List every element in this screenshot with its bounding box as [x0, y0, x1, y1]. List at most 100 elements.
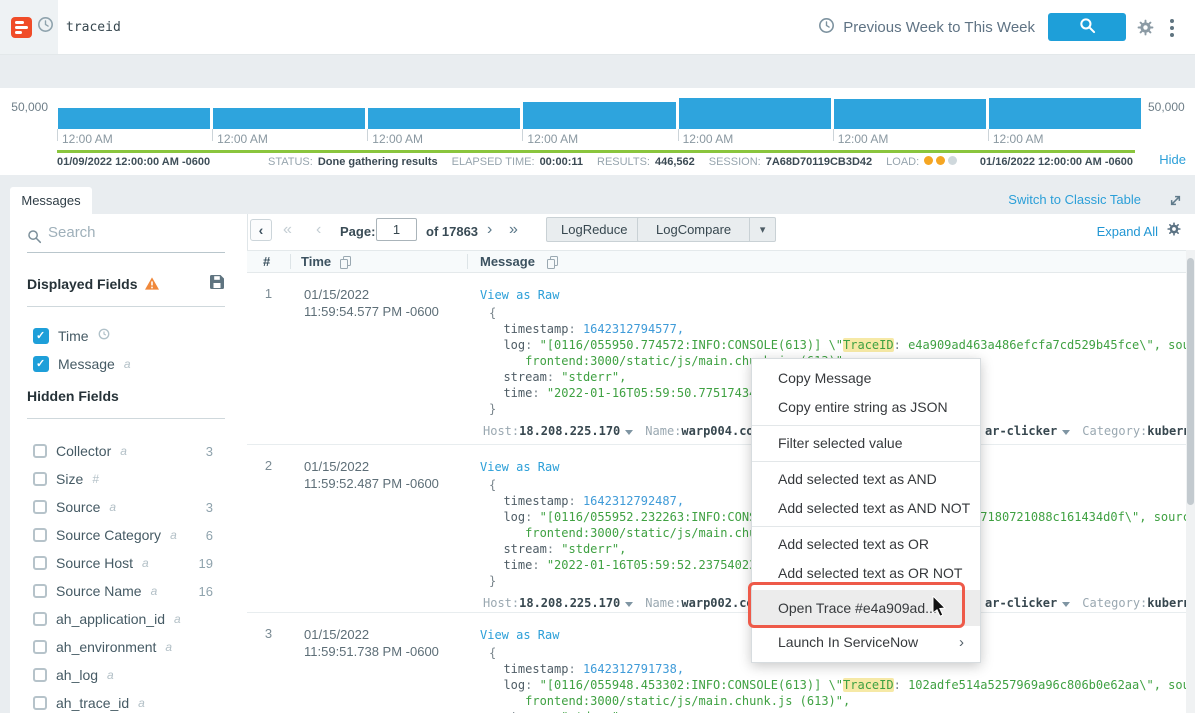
view-as-raw-link[interactable]: View as Raw	[480, 288, 560, 302]
field-checkbox[interactable]	[33, 612, 47, 626]
settings-gear-icon[interactable]	[1136, 18, 1155, 42]
row-timestamp: 01/15/2022 11:59:54.577 PM -0600	[304, 287, 439, 319]
hidden-field-ah-environment[interactable]: ah_environment a	[10, 633, 247, 661]
histogram-bar-slot[interactable]: 12:00 AM	[987, 88, 1143, 146]
column-header-time[interactable]: Time	[301, 254, 332, 269]
name-dropdown-caret-icon[interactable]	[1062, 430, 1071, 435]
logreduce-button[interactable]: LogReduce	[546, 217, 643, 242]
more-options-kebab-icon[interactable]	[1170, 19, 1174, 40]
field-checkbox[interactable]	[33, 472, 47, 486]
field-checkbox[interactable]	[33, 500, 47, 514]
log-row-1[interactable]: 1 01/15/2022 11:59:54.577 PM -0600 View a…	[247, 273, 1186, 445]
field-checkbox[interactable]	[33, 668, 47, 682]
next-page-button[interactable]: ›	[487, 221, 493, 238]
hidden-field-source[interactable]: Source a 3	[10, 493, 247, 521]
copy-time-column-icon[interactable]	[340, 256, 351, 272]
histogram-bar[interactable]	[523, 102, 676, 129]
row-message: View as Raw { timestamp: 1642312794577, …	[467, 286, 1186, 444]
hide-histogram-link[interactable]: Hide	[1159, 152, 1186, 167]
load-indicator	[924, 156, 960, 168]
last-page-button[interactable]: »	[509, 221, 518, 238]
view-as-raw-link[interactable]: View as Raw	[480, 628, 560, 642]
save-fields-icon[interactable]	[210, 275, 224, 294]
menu-item-add-or-not[interactable]: Add selected text as OR NOT	[778, 565, 963, 581]
previous-page-button[interactable]: ‹	[316, 221, 322, 238]
column-header-num[interactable]: #	[263, 254, 271, 269]
search-query-input[interactable]: traceid	[66, 20, 121, 35]
tab-messages[interactable]: Messages	[10, 187, 92, 215]
query-history-icon[interactable]	[37, 16, 54, 38]
sumo-logic-logo-icon[interactable]	[11, 16, 32, 38]
histogram-bar-slot[interactable]: 12:00 AM	[677, 88, 833, 146]
hidden-field-source-name[interactable]: Source Name a 16	[10, 577, 247, 605]
page-input[interactable]	[376, 218, 417, 241]
column-header-message[interactable]: Message	[480, 254, 535, 269]
histogram-bar[interactable]	[213, 108, 366, 129]
menu-item-add-and[interactable]: Add selected text as AND	[778, 471, 937, 487]
hidden-field-source-category[interactable]: Source Category a 6	[10, 521, 247, 549]
field-search-input[interactable]	[48, 224, 218, 241]
histogram-bar[interactable]	[678, 98, 831, 129]
collapse-sidebar-button[interactable]: ‹	[250, 219, 272, 241]
histogram-bar-slot[interactable]: 12:00 AM	[832, 88, 988, 146]
copy-message-column-icon[interactable]	[547, 256, 558, 272]
field-checkbox[interactable]	[33, 640, 47, 654]
hidden-field-ah-application-id[interactable]: ah_application_id a	[10, 605, 247, 633]
table-settings-gear-icon[interactable]	[1166, 221, 1182, 242]
hidden-field-ah-trace-id[interactable]: ah_trace_id a	[10, 689, 247, 713]
field-checkbox[interactable]	[33, 444, 47, 458]
field-checkbox[interactable]	[33, 528, 47, 542]
time-range-picker[interactable]: Previous Week to This Week	[818, 17, 1035, 38]
hidden-field-collector[interactable]: Collector a 3	[10, 437, 247, 465]
fullscreen-expand-icon[interactable]	[1168, 193, 1183, 213]
menu-item-add-or[interactable]: Add selected text as OR	[778, 536, 929, 552]
logcompare-dropdown-caret-icon[interactable]: ▾	[749, 218, 775, 241]
scrollbar-thumb[interactable]	[1187, 258, 1194, 505]
timeline-bar[interactable]	[57, 150, 1135, 153]
menu-item-add-and-not[interactable]: Add selected text as AND NOT	[778, 500, 971, 516]
field-checkbox[interactable]	[33, 696, 47, 710]
displayed-field-message[interactable]: Message a	[10, 350, 247, 378]
message-checkbox[interactable]	[33, 356, 49, 372]
histogram-bar[interactable]	[58, 108, 211, 129]
divider	[27, 306, 225, 307]
field-checkbox[interactable]	[33, 584, 47, 598]
histogram-bar-slot[interactable]: 12:00 AM	[212, 88, 367, 146]
histogram-bar[interactable]	[988, 98, 1141, 129]
run-search-button[interactable]	[1048, 13, 1126, 41]
view-as-raw-link[interactable]: View as Raw	[480, 460, 560, 474]
y-axis-label-left: 50,000	[11, 100, 48, 114]
results-label: RESULTS:	[597, 156, 650, 168]
field-checkbox[interactable]	[33, 556, 47, 570]
host-dropdown-caret-icon[interactable]	[625, 430, 634, 435]
histogram-bar[interactable]	[833, 99, 986, 129]
first-page-button[interactable]: «	[283, 221, 292, 238]
log-row-2[interactable]: 2 01/15/2022 11:59:52.487 PM -0600 View a…	[247, 445, 1186, 613]
traceid-highlight: TraceID	[843, 678, 894, 692]
hidden-field-size[interactable]: Size #	[10, 465, 247, 493]
vertical-scrollbar[interactable]	[1186, 250, 1195, 713]
time-checkbox[interactable]	[33, 328, 49, 344]
histogram-bar-slot[interactable]: 12:00 AM	[367, 88, 522, 146]
row-timestamp: 01/15/2022 11:59:52.487 PM -0600	[304, 459, 439, 491]
host-dropdown-caret-icon[interactable]	[625, 602, 634, 607]
displayed-field-time[interactable]: Time	[10, 322, 247, 350]
histogram-bar-slot[interactable]: 12:00 AM	[57, 88, 212, 146]
axis-tick	[987, 129, 989, 141]
hidden-field-source-host[interactable]: Source Host a 19	[10, 549, 247, 577]
log-row-3[interactable]: 3 01/15/2022 11:59:51.738 PM -0600 View a…	[247, 613, 1186, 713]
menu-item-copy-json[interactable]: Copy entire string as JSON	[778, 399, 948, 415]
warning-icon[interactable]	[145, 277, 160, 293]
hidden-field-ah-log[interactable]: ah_log a	[10, 661, 247, 689]
expand-all-link[interactable]: Expand All	[1096, 224, 1158, 239]
switch-to-classic-table-link[interactable]: Switch to Classic Table	[1008, 192, 1141, 207]
menu-item-filter-selected[interactable]: Filter selected value	[778, 435, 903, 451]
name-dropdown-caret-icon[interactable]	[1062, 602, 1071, 607]
menu-item-copy-message[interactable]: Copy Message	[778, 370, 872, 386]
histogram-bar-slot[interactable]: 12:00 AM	[522, 88, 677, 146]
menu-item-open-trace[interactable]: Open Trace #e4a909ad...	[752, 590, 980, 626]
hidden-fields-title: Hidden Fields	[27, 388, 119, 404]
menu-item-launch-servicenow[interactable]: › Launch In ServiceNow	[752, 628, 980, 657]
histogram-bar[interactable]	[368, 108, 521, 129]
logcompare-button[interactable]: LogCompare ▾	[637, 217, 777, 242]
